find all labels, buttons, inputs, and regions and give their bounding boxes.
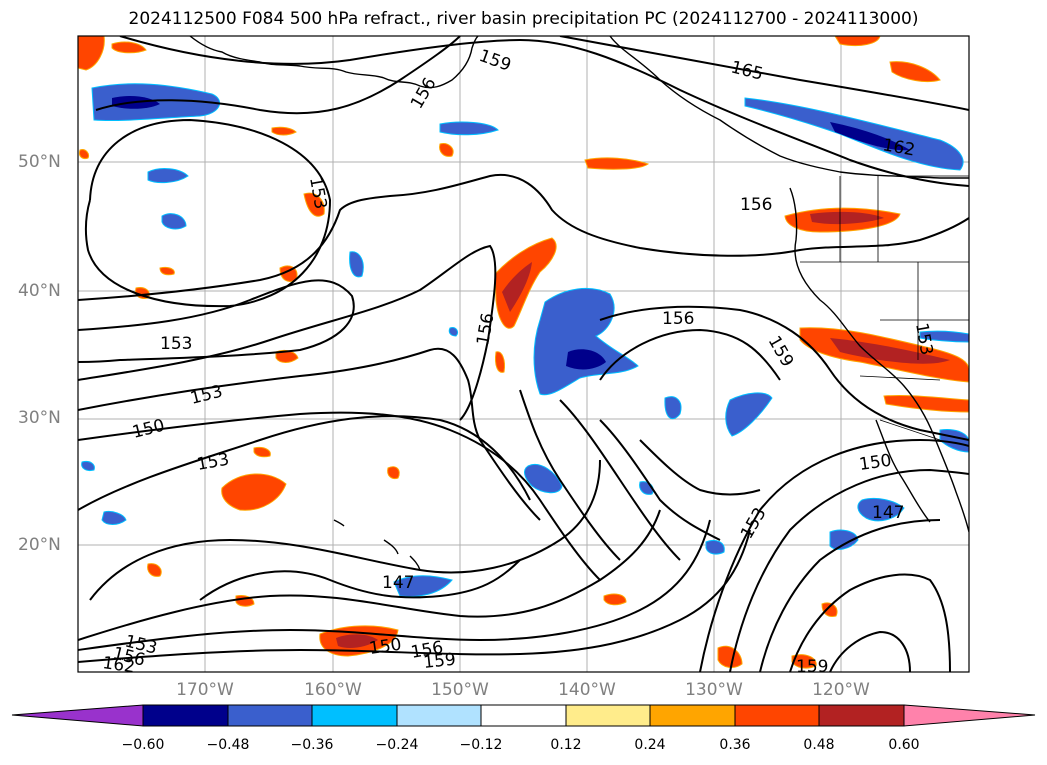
colorbar-min-extend xyxy=(11,704,144,727)
contour-lines xyxy=(78,36,969,672)
coastlines xyxy=(189,36,969,571)
colorbar-tick: 0.48 xyxy=(803,737,835,753)
colorbar-segment xyxy=(480,704,567,727)
contour-label: 147 xyxy=(872,503,904,523)
map-title: 2024112500 F084 500 hPa refract., river … xyxy=(128,9,919,29)
colorbar-tick: 0.24 xyxy=(634,737,666,753)
colorbar-segment xyxy=(142,704,229,727)
contour-label: 156 xyxy=(740,195,772,215)
lat-label: 40°N xyxy=(18,281,61,301)
lat-label: 30°N xyxy=(18,408,61,428)
colorbar-segment xyxy=(311,704,398,727)
map-frame xyxy=(77,35,970,673)
map-background xyxy=(78,36,969,672)
lat-label: 20°N xyxy=(18,535,61,555)
colorbar-segment xyxy=(565,704,651,727)
colorbar-tick: 0.60 xyxy=(888,737,920,753)
contour-label: 150 xyxy=(858,451,893,475)
negative-shading xyxy=(81,83,969,597)
colorbar-tick: −0.36 xyxy=(290,737,334,753)
colorbar-tick: 0.36 xyxy=(719,737,751,753)
contour-label: 159 xyxy=(422,650,456,673)
lon-label: 160°W xyxy=(304,680,362,700)
colorbar-segment xyxy=(818,704,905,727)
contour-label: 150 xyxy=(368,635,403,659)
contour-label: 153 xyxy=(160,334,192,354)
colorbar-tick: −0.48 xyxy=(206,737,250,753)
lon-label: 150°W xyxy=(431,680,489,700)
colorbar-tick: −0.60 xyxy=(121,737,165,753)
lon-label: 170°W xyxy=(176,680,234,700)
contour-label: 147 xyxy=(382,573,414,593)
colorbar-tick: 0.12 xyxy=(550,737,582,753)
contour-label: 162 xyxy=(101,653,136,677)
colorbar-segment xyxy=(227,704,313,727)
contour-label: 156 xyxy=(662,309,694,329)
state-borders xyxy=(800,175,969,441)
lon-label: 140°W xyxy=(558,680,616,700)
contour-label: 159 xyxy=(796,657,828,677)
colorbar xyxy=(11,704,1036,727)
lon-label: 120°W xyxy=(812,680,870,700)
lon-label: 130°W xyxy=(685,680,743,700)
colorbar-tick: −0.12 xyxy=(459,737,503,753)
positive-shading xyxy=(78,36,969,669)
colorbar-max-extend xyxy=(903,704,1036,727)
colorbar-segment xyxy=(734,704,820,727)
colorbar-segment xyxy=(649,704,736,727)
colorbar-segment xyxy=(396,704,482,727)
lat-label: 50°N xyxy=(18,152,61,172)
colorbar-tick: −0.24 xyxy=(375,737,419,753)
